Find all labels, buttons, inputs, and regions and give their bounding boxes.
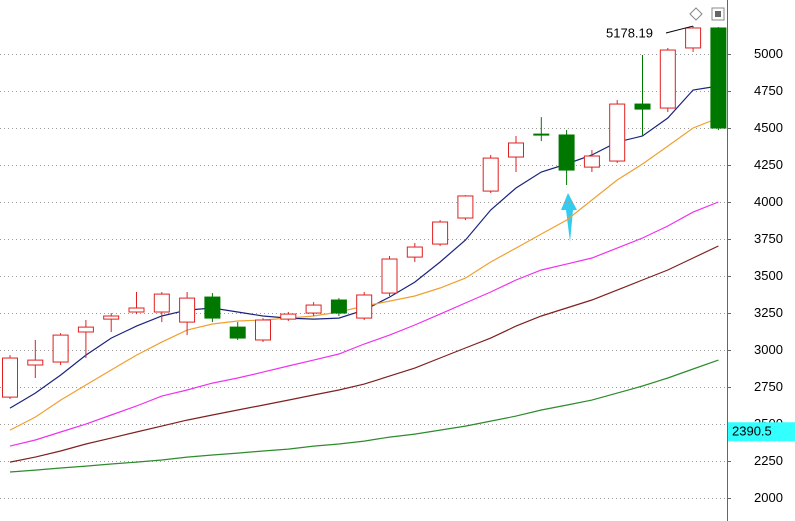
- y-tick-label: 5000: [754, 46, 783, 61]
- window-icon-inner: [715, 11, 721, 17]
- y-tick-label: 4500: [754, 120, 783, 135]
- price-label-box: [728, 422, 795, 442]
- y-tick-label: 3250: [754, 305, 783, 320]
- candle-body: [305, 304, 322, 314]
- candle-body: [128, 307, 145, 313]
- y-tick-label: 3750: [754, 231, 783, 246]
- y-tick-label: 2250: [754, 453, 783, 468]
- candle-body: [280, 313, 297, 320]
- ma-line: [9, 117, 719, 431]
- candle-body: [609, 103, 626, 162]
- candle-body: [583, 155, 600, 168]
- candle-body: [52, 334, 69, 363]
- candle-body: [533, 133, 550, 136]
- ma-line: [9, 359, 719, 473]
- candle-body: [330, 299, 347, 314]
- y-tick-label: 3500: [754, 268, 783, 283]
- y-tick-label: 2000: [754, 490, 783, 505]
- y-tick-label: 3000: [754, 342, 783, 357]
- diamond-icon[interactable]: [689, 7, 703, 21]
- candle-body: [2, 357, 18, 398]
- y-tick-label: 4250: [754, 157, 783, 172]
- candle-body: [508, 142, 524, 158]
- candle-body: [634, 103, 651, 110]
- candle-body: [381, 258, 398, 294]
- candle-body: [255, 319, 271, 341]
- candle-body: [482, 157, 499, 192]
- candle-body: [457, 195, 474, 219]
- candle-body: [710, 27, 727, 129]
- ma-line: [9, 201, 719, 447]
- candle-body: [356, 294, 373, 319]
- candle-body: [77, 326, 94, 333]
- candle-body: [432, 221, 449, 245]
- y-tick-label: 4000: [754, 194, 783, 209]
- candle-body: [103, 315, 120, 320]
- candle-body: [179, 297, 196, 323]
- candle-body: [204, 296, 221, 319]
- y-tick-label: 2750: [754, 379, 783, 394]
- annotation-leader: [665, 25, 694, 34]
- candle-body: [406, 246, 423, 258]
- candle-body: [558, 134, 575, 171]
- candle-body: [685, 27, 702, 49]
- candle-body: [153, 293, 170, 313]
- price-label: 2390.5: [732, 424, 772, 439]
- y-tick-label: 4750: [754, 83, 783, 98]
- candle-body: [27, 359, 44, 366]
- candle-body: [659, 49, 676, 109]
- ma-line: [9, 245, 719, 463]
- annotation: 5178.19: [606, 25, 653, 40]
- candle-body: [229, 326, 246, 339]
